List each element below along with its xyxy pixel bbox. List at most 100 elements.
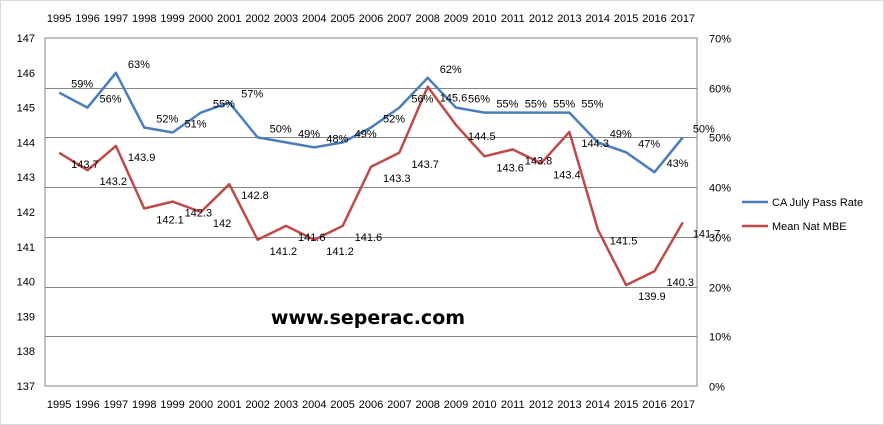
x-top-tick-label: 2015 [614, 13, 638, 25]
data-label: 140.3 [666, 277, 694, 289]
x-top-tick-label: 2003 [274, 13, 298, 25]
data-label: 139.9 [638, 291, 666, 303]
x-bottom-tick-label: 2010 [472, 399, 496, 411]
data-label: 142 [213, 218, 231, 230]
x-bottom-tick-label: 1995 [47, 399, 71, 411]
data-label: 142.3 [185, 208, 213, 220]
x-top-tick-label: 2005 [330, 13, 354, 25]
x-bottom-tick-label: 2014 [586, 399, 610, 411]
data-label: 141.2 [326, 246, 354, 258]
x-bottom-tick-label: 1997 [104, 399, 128, 411]
x-top-tick-label: 2002 [245, 13, 269, 25]
plot-area [44, 37, 698, 387]
data-label: 50% [693, 123, 715, 135]
data-label: 49% [610, 128, 632, 140]
x-bottom-tick-label: 1996 [75, 399, 99, 411]
legend: CA July Pass Rate Mean Nat MBE [742, 197, 863, 233]
y-right-tick-label: 10% [709, 332, 731, 344]
data-label: 141.5 [610, 235, 638, 247]
x-top-tick-label: 2001 [217, 13, 241, 25]
x-top-tick-label: 2009 [444, 13, 468, 25]
data-label: 141.6 [298, 232, 326, 244]
x-top-tick-label: 2006 [359, 13, 383, 25]
data-label: 145.6 [440, 93, 468, 105]
x-bottom-tick-label: 2012 [529, 399, 553, 411]
x-bottom-tick-label: 2002 [245, 399, 269, 411]
data-label: 62% [440, 64, 462, 76]
x-top-tick-label: 2004 [302, 13, 326, 25]
data-labels: 59% 56% 63% 52% 51% 55% 57% 50% 49% 48% 49% 52% 56% 6… [71, 59, 720, 303]
x-bottom-tick-label: 2016 [642, 399, 666, 411]
x-bottom-tick-label: 2011 [501, 399, 525, 411]
x-top-tick-label: 1999 [160, 13, 184, 25]
legend-label: Mean Nat MBE [772, 221, 847, 233]
x-bottom-tick-label: 2017 [671, 399, 695, 411]
y-left-tick-label: 144 [17, 137, 35, 149]
y-right-tick-label: 50% [709, 133, 731, 145]
legend-label: CA July Pass Rate [772, 197, 863, 209]
data-label: 56% [468, 94, 490, 106]
data-label: 141.6 [355, 232, 383, 244]
series-line [58, 85, 684, 287]
data-label: 55% [525, 99, 547, 111]
series-line [58, 71, 684, 174]
data-label: 143.7 [71, 159, 99, 171]
x-top-tick-label: 2007 [387, 13, 411, 25]
x-bottom-tick-label: 2001 [217, 399, 241, 411]
data-label: 143.4 [553, 169, 581, 181]
gridlines [44, 37, 698, 387]
data-label: 143.2 [100, 176, 128, 188]
x-bottom-tick-label: 2003 [274, 399, 298, 411]
data-label: 143.9 [128, 152, 156, 164]
x-top-tick-label: 2000 [189, 13, 213, 25]
x-top-tick-label: 2011 [501, 13, 525, 25]
y-left-tick-label: 142 [17, 207, 35, 219]
data-label: 143.3 [383, 173, 411, 185]
x-bottom-tick-label: 2000 [189, 399, 213, 411]
data-label: 141.7 [693, 228, 721, 240]
x-top-tick-label: 2017 [671, 13, 695, 25]
x-top-tick-label: 2014 [586, 13, 610, 25]
x-top-tick-label: 1998 [132, 13, 156, 25]
y-left-tick-label: 138 [17, 346, 35, 358]
data-label: 55% [553, 99, 575, 111]
data-label: 55% [496, 99, 518, 111]
data-label: 49% [355, 128, 377, 140]
x-bottom-tick-label: 1998 [132, 399, 156, 411]
y-left-tick-label: 143 [17, 172, 35, 184]
data-label: 144.3 [581, 138, 609, 150]
y-right-tick-label: 40% [709, 183, 731, 195]
x-top-tick-label: 1995 [47, 13, 71, 25]
watermark: www.seperac.com [271, 307, 465, 329]
y-left-tick-label: 145 [17, 103, 35, 115]
data-label: 142.8 [241, 190, 269, 202]
data-label: 142.1 [156, 215, 184, 227]
y-right-tick-label: 30% [709, 233, 731, 245]
data-label: 59% [71, 79, 93, 91]
x-bottom-tick-label: 1999 [160, 399, 184, 411]
data-label: 143.6 [496, 162, 524, 174]
y-left-tick-label: 140 [17, 277, 35, 289]
y-right-tick-label: 20% [709, 283, 731, 295]
x-top-tick-label: 2010 [472, 13, 496, 25]
x-bottom-tick-label: 2005 [330, 399, 354, 411]
data-label: 52% [156, 113, 178, 125]
data-label: 56% [411, 94, 433, 106]
x-bottom-tick-label: 2009 [444, 399, 468, 411]
x-bottom-tick-label: 2013 [557, 399, 581, 411]
data-label: 48% [326, 133, 348, 145]
data-label: 143.7 [411, 159, 439, 171]
x-bottom-tick-label: 2004 [302, 399, 326, 411]
y-left-tick-label: 139 [17, 311, 35, 323]
data-label: 49% [298, 128, 320, 140]
data-label: 43% [666, 158, 688, 170]
data-label: 63% [128, 59, 150, 71]
x-top-tick-label: 2012 [529, 13, 553, 25]
y-right-tick-label: 60% [709, 84, 731, 96]
data-label: 55% [581, 99, 603, 111]
x-top-tick-label: 2016 [642, 13, 666, 25]
data-label: 47% [638, 138, 660, 150]
x-top-tick-label: 2013 [557, 13, 581, 25]
